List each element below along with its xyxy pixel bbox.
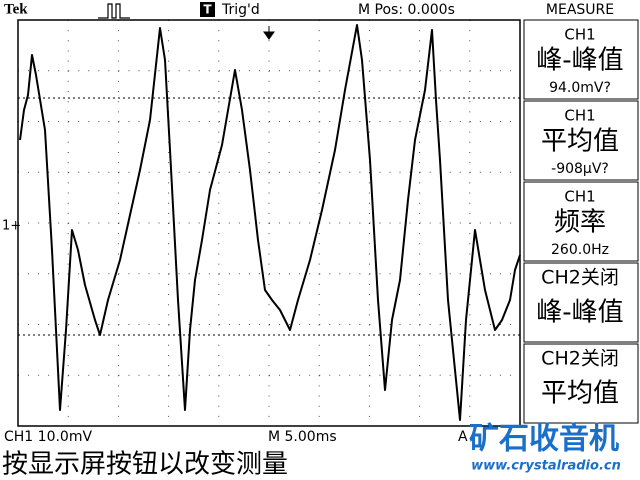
menu-box bbox=[523, 343, 639, 424]
measure-source: CH1 bbox=[564, 188, 595, 206]
measure-value: 94.0mV? bbox=[549, 80, 611, 96]
measure-menu: CH1 峰-峰值 94.0mV? CH1 平均值 -908μV? CH1 频率 260.0Hz C… bbox=[523, 19, 639, 424]
measure-source: CH2关闭 bbox=[541, 267, 619, 289]
menu-box bbox=[523, 19, 639, 100]
trigger-badge: T bbox=[203, 3, 212, 17]
watermark-title: 矿石收音机 bbox=[469, 422, 619, 457]
trigger-source: A bbox=[458, 429, 468, 445]
channel-scale: CH1 10.0mV bbox=[4, 429, 92, 445]
channel-marker: 1+ bbox=[2, 219, 21, 234]
waveform bbox=[19, 24, 521, 421]
menu-box bbox=[523, 262, 639, 343]
hint: 按显示屏按钮以改变测量 bbox=[2, 450, 288, 480]
measure-value: 260.0Hz bbox=[551, 242, 609, 258]
measure-label: 频率 bbox=[554, 208, 606, 238]
brand: Tek bbox=[4, 1, 28, 17]
measure-label: 峰-峰值 bbox=[536, 298, 623, 328]
position: M Pos: 0.000s bbox=[358, 2, 455, 18]
measure-label: 峰-峰值 bbox=[536, 46, 623, 76]
measure-source: CH1 bbox=[564, 26, 595, 44]
trigger-badge-box bbox=[200, 2, 215, 17]
menu-title: MEASURE bbox=[546, 2, 614, 18]
measure-label: 平均值 bbox=[541, 127, 619, 157]
measure-source: CH2关闭 bbox=[541, 348, 619, 370]
trigger-status: Trig'd bbox=[221, 2, 260, 18]
menu-box bbox=[523, 100, 639, 181]
trigger-icon bbox=[98, 3, 130, 19]
measure-label: 平均值 bbox=[541, 379, 619, 409]
time-scale: M 5.00ms bbox=[268, 429, 337, 445]
measure-source: CH1 bbox=[564, 107, 595, 125]
watermark-url: www.crystalradio.cn bbox=[471, 459, 621, 474]
measure-value: -908μV? bbox=[551, 161, 609, 177]
menu-box bbox=[523, 181, 639, 262]
